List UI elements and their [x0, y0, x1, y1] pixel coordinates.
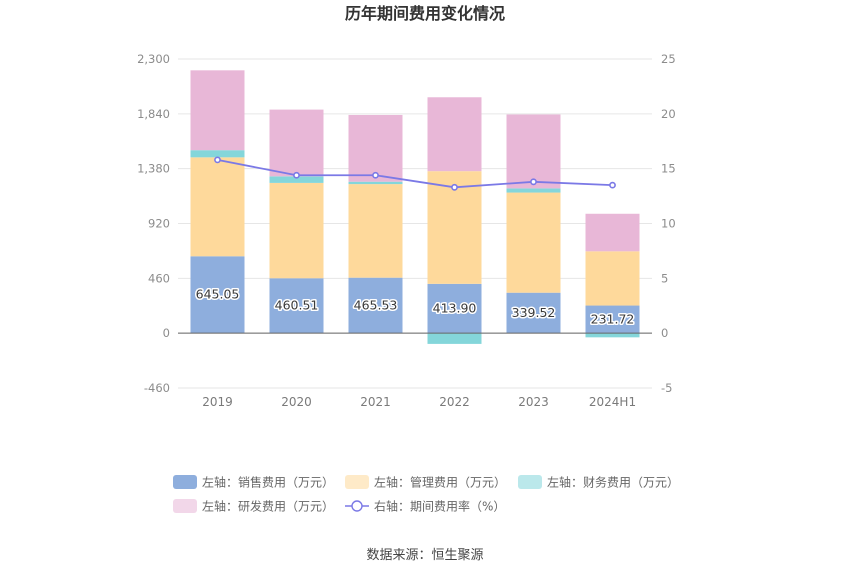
left-axis-tick: 1,840: [137, 107, 170, 121]
right-axis-tick: 5: [661, 271, 668, 285]
bar-segment-3: [427, 333, 482, 344]
x-axis-tick: 2023: [518, 395, 549, 409]
data-label: 460.51: [275, 298, 319, 313]
line-point: [293, 171, 300, 179]
right-axis-tick: 25: [661, 52, 676, 66]
right-axis-tick: 0: [661, 326, 668, 340]
data-label: 413.90: [433, 300, 477, 315]
legend-line-marker: [351, 500, 363, 512]
bar-segment-2: [506, 192, 561, 293]
right-axis-tick: 10: [661, 217, 676, 231]
bar-segment-2: [348, 184, 403, 278]
x-axis-tick: 2019: [202, 395, 233, 409]
right-axis-tick: 15: [661, 162, 676, 176]
data-label: 645.05: [196, 287, 240, 302]
left-axis-tick: 1,380: [137, 162, 170, 176]
source-note: 数据来源：恒生聚源: [366, 548, 483, 563]
line-point: [451, 183, 458, 191]
left-axis-tick: 2,300: [137, 52, 170, 66]
grid-lines: [178, 58, 652, 389]
left-axis-tick: -460: [144, 381, 170, 395]
data-label: 231.72: [591, 311, 635, 326]
bar-segment-1: [269, 278, 324, 334]
legend-label: 左轴：财务费用（万元）: [547, 475, 679, 490]
bar-segment-1: [585, 305, 640, 334]
line-point: [530, 178, 537, 186]
bar-segment-1: [506, 292, 561, 334]
data-label: 339.52: [512, 305, 556, 320]
bar-segment-4: [269, 109, 324, 177]
bar-segment-4: [506, 114, 561, 189]
bar-segment-4: [190, 70, 245, 151]
bar-layer: [190, 70, 640, 344]
legend-swatch-2: [345, 475, 369, 489]
chart-title: 历年期间费用变化情况: [345, 4, 505, 23]
right-axis-tick: 20: [661, 107, 676, 121]
legend-swatch-3: [518, 475, 542, 489]
bar-segment-3: [585, 333, 640, 338]
bar-segment-3: [190, 150, 245, 158]
bar-segment-4: [348, 114, 403, 182]
x-axis-tick: 2020: [281, 395, 312, 409]
axis-layer: -460 0 460 920 1,380 1,840 2,300 -5 0 5 10 15 20 25 20…: [137, 52, 676, 409]
data-label-layer: 645.05 460.51 465.53 413.90 339.52 231.72: [194, 285, 636, 328]
bar-segment-3: [348, 181, 403, 185]
left-axis-tick: 920: [148, 217, 170, 231]
line-point: [372, 171, 379, 179]
x-axis-tick: 2022: [439, 395, 470, 409]
bar-segment-3: [269, 176, 324, 183]
x-axis-tick: 2024H1: [589, 395, 636, 409]
x-axis-tick: 2021: [360, 395, 391, 409]
left-axis-tick: 460: [148, 271, 170, 285]
legend: 左轴：销售费用（万元） 左轴：管理费用（万元） 左轴：财务费用（万元） 左轴：研发费用…: [173, 475, 679, 514]
bar-segment-2: [585, 251, 640, 306]
right-axis-tick: -5: [661, 381, 672, 395]
bar-segment-2: [269, 182, 324, 279]
data-label: 465.53: [354, 297, 398, 312]
line-point: [609, 181, 616, 189]
legend-label: 左轴：研发费用（万元）: [202, 499, 334, 514]
line-point: [214, 156, 221, 164]
legend-label: 右轴：期间费用率（%）: [374, 499, 505, 514]
left-axis-tick: 0: [163, 326, 170, 340]
bar-segment-4: [585, 213, 640, 252]
bar-segment-4: [427, 97, 482, 172]
legend-label: 左轴：管理费用（万元）: [374, 475, 506, 490]
bar-segment-2: [190, 157, 245, 257]
legend-swatch-4: [173, 499, 197, 513]
bar-segment-3: [506, 188, 561, 193]
line-layer: [214, 156, 616, 191]
bar-segment-1: [348, 277, 403, 334]
bar-segment-1: [427, 283, 482, 334]
legend-swatch-1: [173, 475, 197, 489]
bar-segment-1: [190, 256, 245, 334]
expense-rate-line: [217, 159, 613, 189]
legend-label: 左轴：销售费用（万元）: [202, 475, 334, 490]
